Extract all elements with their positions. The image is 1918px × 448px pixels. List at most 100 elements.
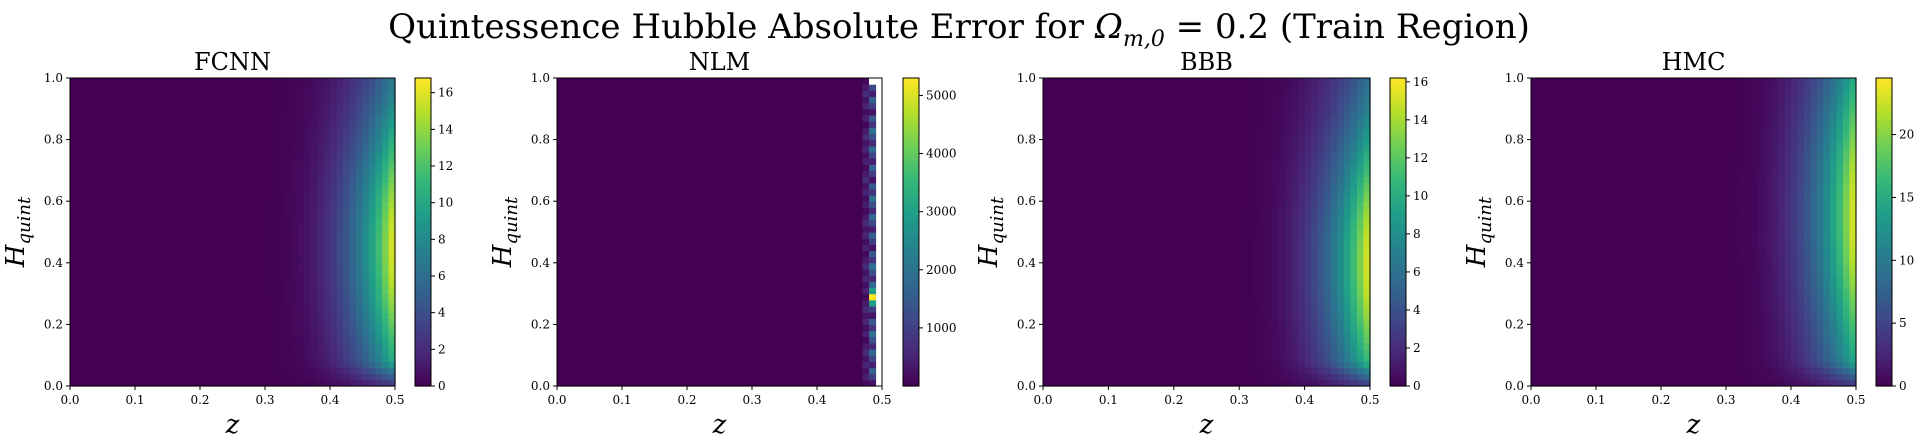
heatmap-cell — [836, 238, 844, 245]
heatmap-cell — [284, 293, 292, 301]
heatmap-cell — [628, 361, 636, 369]
heatmap-cell — [187, 188, 195, 196]
heatmap-cell — [369, 275, 377, 282]
heatmap-cell — [745, 305, 753, 313]
heatmap-cell — [388, 373, 396, 381]
heatmap-cell — [375, 373, 383, 381]
heatmap-cell — [219, 207, 227, 215]
heatmap-cell — [102, 133, 110, 141]
heatmap-cell — [726, 213, 734, 221]
heatmap-cell — [356, 342, 364, 350]
heatmap-cell — [135, 355, 143, 362]
heatmap-cell — [843, 84, 851, 91]
heatmap-cell — [89, 324, 97, 332]
heatmap-cell — [154, 114, 162, 122]
heatmap-cell — [765, 139, 773, 147]
heatmap-cell — [388, 90, 396, 98]
heatmap-cell — [726, 305, 734, 313]
heatmap-cell — [628, 379, 636, 387]
heatmap-cell — [167, 238, 175, 245]
heatmap-cell — [726, 342, 734, 350]
heatmap-cell — [226, 336, 234, 344]
heatmap-cell — [96, 275, 104, 282]
heatmap-cell — [102, 367, 110, 375]
heatmap-cell — [174, 244, 182, 252]
heatmap-cell — [856, 305, 864, 313]
heatmap-cell — [687, 127, 695, 135]
heatmap-cell — [284, 281, 292, 289]
heatmap-cell — [752, 232, 760, 239]
heatmap-cell — [674, 330, 682, 338]
heatmap-cell — [336, 330, 344, 338]
heatmap-cell — [174, 293, 182, 301]
heatmap-cell — [265, 262, 273, 270]
heatmap-cell — [128, 139, 136, 147]
heatmap-cell — [817, 164, 825, 171]
heatmap-cell — [849, 102, 857, 110]
heatmap-cell — [336, 256, 344, 264]
heatmap-cell — [823, 114, 831, 122]
heatmap-cell — [284, 96, 292, 104]
heatmap-cell — [174, 232, 182, 239]
heatmap-cell — [687, 262, 695, 270]
heatmap-cell — [369, 145, 377, 153]
heatmap-cell — [232, 114, 240, 122]
heatmap-cell — [167, 262, 175, 270]
heatmap-cell — [693, 121, 701, 128]
heatmap-cell — [310, 318, 318, 325]
heatmap-cell — [752, 90, 760, 98]
heatmap-cell — [680, 158, 688, 165]
heatmap-cell — [323, 342, 331, 350]
heatmap-cell — [89, 164, 97, 171]
heatmap-cell — [206, 330, 214, 338]
heatmap-cell — [732, 336, 740, 344]
heatmap-cell — [693, 262, 701, 270]
heatmap-cell — [615, 96, 623, 104]
heatmap-cell — [388, 219, 396, 227]
heatmap-cell — [206, 151, 214, 159]
heatmap-cell — [336, 127, 344, 135]
heatmap-cell — [369, 90, 377, 98]
heatmap-cell — [732, 102, 740, 110]
heatmap-cell — [271, 164, 279, 171]
heatmap-cell — [310, 176, 318, 184]
heatmap-cell — [102, 268, 110, 276]
heatmap-cell — [193, 336, 201, 344]
heatmap-cell — [778, 330, 786, 338]
heatmap-cell — [557, 127, 565, 135]
heatmap-cell — [726, 151, 734, 159]
heatmap-cell — [706, 201, 714, 208]
heatmap-cell — [161, 367, 169, 375]
colorbar-segment — [415, 347, 431, 351]
heatmap-cell — [161, 318, 169, 325]
heatmap-cell — [258, 78, 266, 85]
heatmap-cell — [70, 355, 78, 362]
heatmap-cell — [265, 133, 273, 141]
heatmap-cell — [726, 373, 734, 381]
heatmap-cell — [628, 158, 636, 165]
heatmap-cell — [213, 349, 221, 356]
heatmap-cell — [382, 108, 390, 116]
colorbar-segment — [415, 262, 431, 266]
heatmap-cell — [343, 139, 351, 147]
heatmap-cell — [232, 262, 240, 270]
heatmap-cell — [388, 318, 396, 325]
colorbar-segment — [415, 247, 431, 251]
heatmap-cell — [232, 379, 240, 387]
heatmap-cell — [602, 238, 610, 245]
colorbar-segment — [415, 121, 431, 125]
heatmap-cell — [330, 281, 338, 289]
heatmap-cell — [817, 287, 825, 295]
heatmap-cell — [778, 195, 786, 202]
heatmap-cell — [252, 90, 260, 98]
heatmap-cell — [180, 213, 188, 221]
heatmap-cell — [388, 238, 396, 245]
heatmap-cell — [349, 367, 357, 375]
heatmap-cell — [687, 151, 695, 159]
heatmap-cell — [830, 244, 838, 252]
heatmap-cell — [778, 342, 786, 350]
heatmap-cell — [563, 342, 571, 350]
heatmap-cell — [804, 305, 812, 313]
heatmap-cell — [76, 336, 84, 344]
heatmap-cell — [323, 201, 331, 208]
